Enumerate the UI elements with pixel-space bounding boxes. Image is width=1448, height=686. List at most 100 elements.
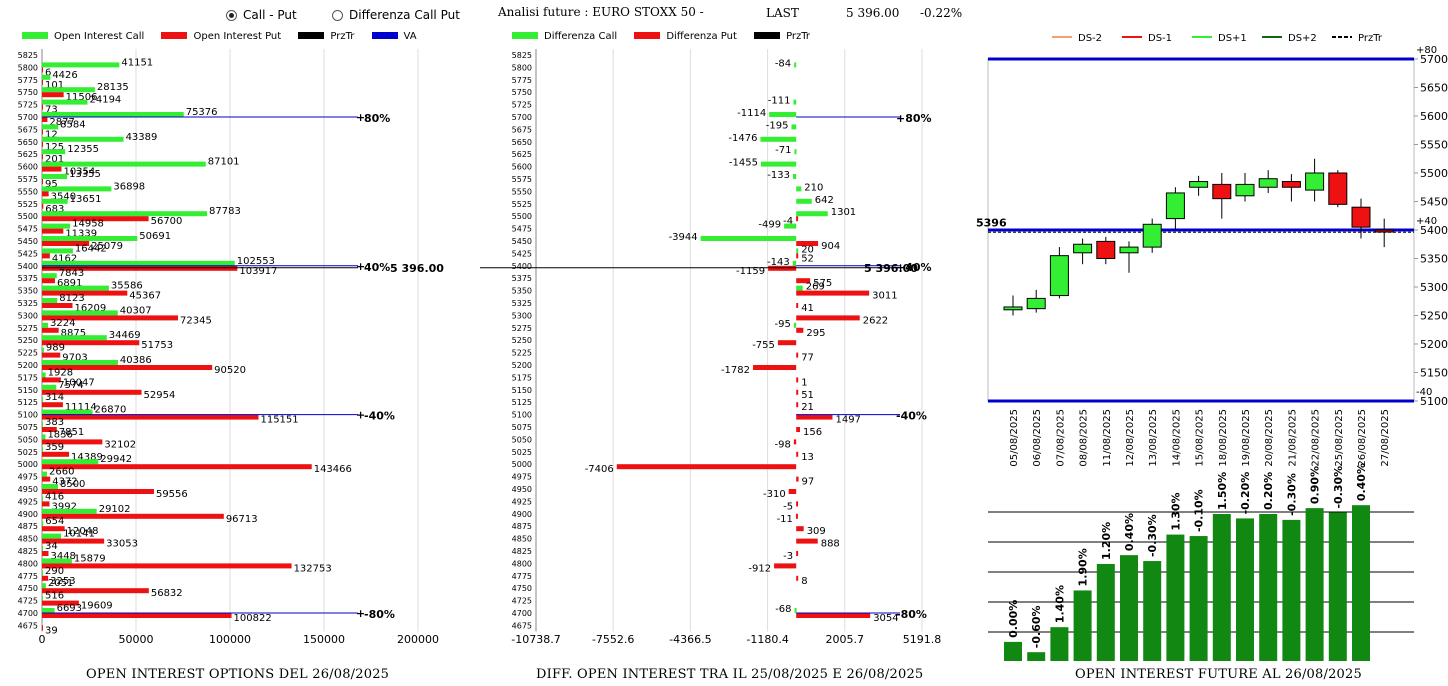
oi-bar — [1004, 641, 1022, 661]
diff-call-bar — [760, 161, 797, 167]
oi-bar — [1212, 514, 1231, 661]
strike-label: 5225 — [18, 349, 38, 358]
radio-call-put[interactable]: Call - Put — [226, 8, 297, 22]
y-tick-label: 5350 — [1420, 253, 1448, 266]
put-bar — [42, 179, 43, 184]
put-bar — [42, 154, 43, 160]
call-value-label: 29942 — [100, 454, 132, 465]
oi-bar-label: 0.40% — [1355, 463, 1368, 501]
strike-label: 5100 — [512, 411, 532, 420]
strike-label: 5350 — [512, 287, 532, 296]
diff-put-value-label: 77 — [801, 353, 814, 364]
diff-put-value-label: 13 — [801, 452, 814, 463]
y-tick-label: 5250 — [1420, 310, 1448, 323]
diff-put-bar — [796, 290, 870, 296]
call-value-label: 359 — [45, 442, 64, 453]
call-value-label: 8584 — [60, 119, 85, 130]
y-tick-label: 5100 — [1420, 395, 1448, 408]
oi-bar-label: -0.30% — [1332, 466, 1345, 509]
diff-put-value-label: 97 — [802, 477, 815, 488]
candle-body — [1142, 223, 1162, 248]
put-value-label: 201 — [45, 154, 64, 165]
date-tick-label: 14/08/2025 — [1171, 409, 1182, 467]
strike-label: 4875 — [18, 522, 38, 531]
oi-bar — [1050, 627, 1069, 661]
put-value-label: 45367 — [129, 291, 161, 302]
strike-label: 5575 — [18, 175, 38, 184]
put-bar — [42, 129, 43, 135]
call-value-label: 13651 — [70, 194, 102, 205]
diff-put-value-label: 51 — [801, 390, 814, 401]
call-value-label: 516 — [45, 591, 64, 602]
level-label: +40 — [1416, 216, 1437, 227]
oi-bar-label: 0.90% — [1309, 466, 1322, 504]
panel2-footer: DIFF. OPEN INTEREST TRA IL 25/08/2025 E … — [536, 667, 924, 682]
date-tick-label: 12/08/2025 — [1125, 409, 1136, 467]
call-bar — [42, 558, 72, 564]
put-value-label: 132753 — [294, 563, 332, 574]
strike-label: 5825 — [512, 51, 532, 60]
date-tick-label: 06/08/2025 — [1032, 409, 1043, 467]
strike-label: 4675 — [512, 621, 532, 630]
call-bar — [42, 360, 118, 365]
diff-put-value-label: -98 — [774, 439, 790, 450]
diff-call-bar — [760, 136, 797, 142]
diff-call-value-label: -3944 — [669, 232, 698, 243]
put-value-label: 11506 — [66, 92, 98, 103]
put-bar — [42, 92, 64, 98]
date-tick-label: 27/08/2025 — [1380, 409, 1391, 467]
call-bar — [42, 471, 48, 477]
strike-label: 5350 — [18, 287, 38, 296]
diff-call-bar — [784, 223, 797, 229]
candle-body — [1073, 243, 1093, 254]
diff-put-value-label: 888 — [821, 539, 840, 550]
va-label: -80% — [364, 608, 395, 621]
diff-call-value-label: 1301 — [831, 207, 856, 218]
va-label: -80% — [896, 608, 927, 621]
x-tick-label: 2005.7 — [826, 633, 865, 646]
diff-put-bar — [796, 315, 860, 321]
put-bar — [42, 551, 49, 556]
date-tick-label: 26/08/2025 — [1357, 409, 1368, 467]
put-bar — [42, 265, 238, 271]
call-bar — [42, 161, 206, 167]
strike-label: 5500 — [18, 212, 38, 221]
panel1-legend: Open Interest Call Open Interest Put Prz… — [22, 31, 417, 42]
strike-label: 4975 — [18, 473, 38, 482]
diff-put-bar — [796, 241, 819, 246]
put-value-label: 19609 — [81, 601, 113, 612]
call-bar — [42, 186, 112, 192]
legend-label: DS-2 — [1078, 33, 1102, 44]
call-bar — [42, 496, 43, 502]
diff-put-value-label: -1782 — [721, 365, 750, 376]
strike-label: 5525 — [18, 200, 38, 209]
put-bar — [42, 352, 61, 358]
diff-call-value-label: -84 — [775, 58, 791, 69]
strike-label: 4725 — [18, 597, 38, 606]
radio-selected-icon — [226, 10, 237, 21]
x-tick-label: 150000 — [303, 633, 345, 646]
diff-put-bar — [796, 402, 799, 408]
candle-body — [1281, 181, 1301, 188]
put-bar — [42, 625, 43, 631]
radio-differenza[interactable]: Differenza Call Put — [332, 8, 460, 22]
strike-label: 5450 — [18, 237, 38, 246]
diff-call-value-label: -1114 — [737, 108, 766, 119]
oi-bar — [1166, 534, 1185, 661]
candle-body — [1096, 240, 1116, 259]
oi-bar-label: 1.20% — [1100, 522, 1113, 560]
date-tick-label: 22/08/2025 — [1311, 409, 1322, 467]
call-bar — [42, 459, 99, 465]
call-bar — [42, 335, 107, 341]
put-value-label: 73 — [45, 105, 58, 116]
strike-label: 5125 — [18, 398, 38, 407]
put-value-label: 90520 — [214, 365, 246, 376]
strike-label: 4950 — [18, 485, 38, 494]
y-tick-label: 5200 — [1420, 338, 1448, 351]
put-bar — [42, 526, 65, 532]
oi-bar — [1143, 561, 1162, 661]
put-value-label: 8875 — [61, 328, 86, 339]
diff-call-bar — [792, 174, 797, 179]
strike-label: 5750 — [512, 88, 532, 97]
diff-put-value-label: -4 — [783, 216, 793, 227]
